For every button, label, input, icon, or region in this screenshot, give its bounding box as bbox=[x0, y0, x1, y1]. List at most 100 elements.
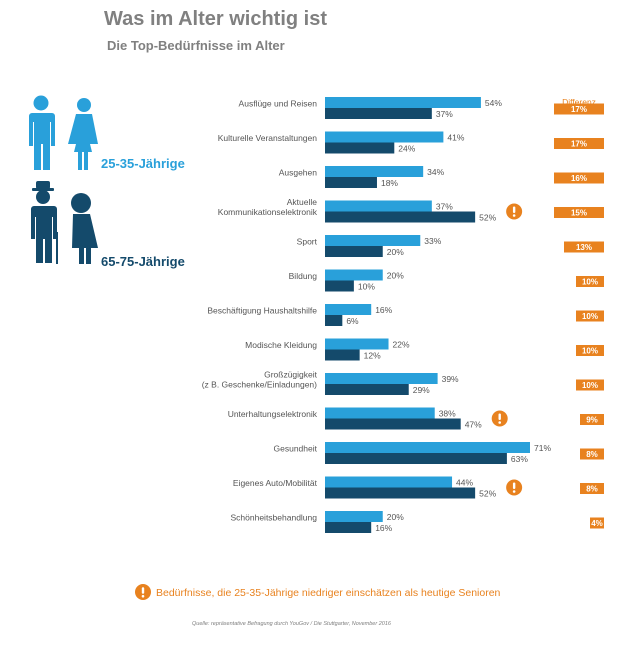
legend-young-label: 25-35-Jährige bbox=[101, 156, 185, 171]
category-label: Beschäftigung Haushaltshilfe bbox=[207, 306, 317, 316]
data-label-old: 20% bbox=[387, 247, 404, 257]
data-label-young: 20% bbox=[387, 512, 404, 522]
data-label-old: 18% bbox=[381, 178, 398, 188]
bar-young bbox=[325, 338, 389, 350]
data-label-old: 37% bbox=[436, 109, 453, 119]
data-label-young: 71% bbox=[534, 443, 551, 453]
data-label-young: 38% bbox=[439, 409, 456, 419]
data-label-young: 44% bbox=[456, 478, 473, 488]
bar-old bbox=[325, 384, 409, 395]
legend-old-label: 65-75-Jährige bbox=[101, 254, 185, 269]
data-label-young: 39% bbox=[442, 374, 459, 384]
bar-young bbox=[325, 476, 453, 488]
data-label-old: 12% bbox=[364, 351, 381, 361]
bar-chart: Differenz Ausflüge und Reisen 54% 37% 17% Kul… bbox=[202, 97, 604, 533]
data-label-young: 34% bbox=[427, 167, 444, 177]
exclamation-icon bbox=[135, 584, 151, 600]
bar-old bbox=[325, 142, 395, 154]
category-label: Bildung bbox=[289, 271, 318, 281]
exclamation-icon-dot bbox=[512, 490, 516, 493]
differenz-badge bbox=[580, 414, 604, 425]
differenz-badge bbox=[576, 379, 604, 391]
exclamation-icon-dot bbox=[498, 421, 502, 424]
bar-young bbox=[325, 269, 383, 281]
data-label-old: 6% bbox=[346, 316, 359, 326]
differenz-badge bbox=[576, 276, 604, 287]
differenz-value: 10% bbox=[582, 381, 598, 390]
exclamation-icon-bar bbox=[498, 413, 501, 420]
differenz-badge bbox=[576, 345, 604, 356]
differenz-badge bbox=[554, 207, 604, 218]
category-label: Aktuelle bbox=[287, 197, 318, 207]
bar-old bbox=[325, 177, 377, 188]
bar-young bbox=[325, 200, 432, 212]
category-label: Kommunikationselektronik bbox=[218, 207, 318, 217]
data-label-young: 37% bbox=[436, 202, 453, 212]
differenz-value: 8% bbox=[586, 450, 598, 459]
differenz-value: 4% bbox=[591, 519, 603, 528]
bar-old bbox=[325, 453, 507, 464]
data-label-old: 24% bbox=[398, 144, 415, 154]
data-label-young: 22% bbox=[393, 340, 410, 350]
category-label: Gesundheit bbox=[274, 444, 318, 454]
category-label: Kulturelle Veranstaltungen bbox=[218, 133, 318, 143]
category-label: Modische Kleidung bbox=[245, 340, 317, 350]
category-label: Unterhaltungselektronik bbox=[228, 409, 318, 419]
category-label: Großzügigkeit bbox=[264, 370, 318, 380]
young-man-icon bbox=[29, 95, 55, 170]
differenz-header: Differenz bbox=[562, 97, 596, 107]
bar-old bbox=[325, 280, 354, 292]
data-label-young: 16% bbox=[375, 305, 392, 315]
differenz-value: 17% bbox=[571, 140, 587, 149]
category-label: Eigenes Auto/Mobilität bbox=[233, 478, 318, 488]
category-label: Sport bbox=[297, 237, 318, 247]
bar-old bbox=[325, 315, 343, 326]
data-label-young: 20% bbox=[387, 271, 404, 281]
bar-old bbox=[325, 349, 360, 361]
people-illustration bbox=[29, 95, 98, 264]
bar-young bbox=[325, 304, 372, 315]
differenz-value: 10% bbox=[582, 278, 598, 287]
category-label: Ausflüge und Reisen bbox=[239, 99, 318, 109]
old-woman-icon bbox=[71, 193, 98, 264]
bar-young bbox=[325, 235, 421, 246]
differenz-badge bbox=[590, 517, 604, 529]
category-label: Schönheitsbehandlung bbox=[231, 513, 318, 523]
data-label-old: 52% bbox=[479, 489, 496, 499]
data-label-young: 54% bbox=[485, 98, 502, 108]
page-subtitle: Die Top-Bedürfnisse im Alter bbox=[107, 38, 285, 53]
differenz-badge bbox=[564, 241, 604, 253]
differenz-value: 8% bbox=[586, 485, 598, 494]
bar-old bbox=[325, 522, 372, 533]
bar-young bbox=[325, 442, 530, 453]
differenz-badge bbox=[554, 172, 604, 184]
bar-old bbox=[325, 211, 476, 223]
exclamation-icon-bar bbox=[512, 482, 516, 489]
bar-old bbox=[325, 418, 461, 430]
data-label-old: 52% bbox=[479, 213, 496, 223]
bar-old bbox=[325, 246, 383, 257]
old-man-icon bbox=[31, 181, 58, 264]
differenz-badge bbox=[576, 310, 604, 322]
exclamation-icon-dot bbox=[512, 214, 516, 217]
differenz-badge bbox=[554, 103, 604, 115]
bar-young bbox=[325, 131, 444, 143]
category-label: (z B. Geschenke/Einladungen) bbox=[202, 380, 317, 390]
bar-young bbox=[325, 373, 438, 384]
differenz-value: 15% bbox=[571, 209, 587, 218]
category-label: Ausgehen bbox=[279, 168, 318, 178]
data-label-old: 63% bbox=[511, 454, 528, 464]
bar-old bbox=[325, 108, 432, 119]
source-note: Quelle: repräsentative Befragung durch Y… bbox=[192, 621, 391, 627]
data-label-old: 16% bbox=[375, 523, 392, 533]
page-title: Was im Alter wichtig ist bbox=[104, 8, 327, 30]
young-woman-icon bbox=[68, 98, 98, 170]
data-label-young: 41% bbox=[447, 133, 464, 143]
footnote: Bedürfnisse, die 25-35-Jährige niedriger… bbox=[156, 587, 501, 599]
data-label-old: 10% bbox=[358, 282, 375, 292]
differenz-badge bbox=[580, 483, 604, 494]
bar-young bbox=[325, 97, 481, 108]
bar-young bbox=[325, 407, 435, 419]
differenz-value: 13% bbox=[576, 243, 592, 252]
data-label-old: 29% bbox=[413, 385, 430, 395]
